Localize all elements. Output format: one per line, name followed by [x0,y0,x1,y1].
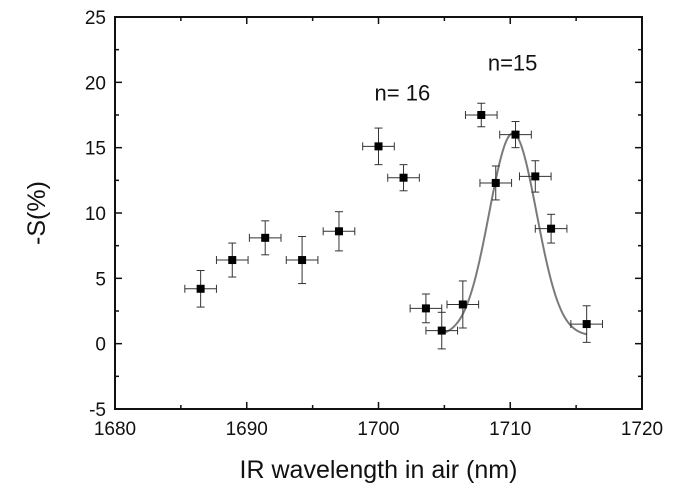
data-point [570,305,603,343]
data-point [184,269,217,308]
labels: IR wavelength in air (nm) -S(%) n= 16 n=… [23,51,537,484]
data-point [499,121,532,149]
y-tick-label: 10 [85,204,106,225]
point-marker [458,300,467,309]
data-point [518,160,552,193]
data-point [479,165,513,201]
y-tick-label: 25 [85,8,106,29]
x-tick-label: 1720 [621,419,663,440]
data-point [446,280,480,329]
data-point [285,236,319,285]
y-tick-label: 0 [95,335,106,356]
y-tick-label: -5 [89,400,106,421]
axes: 1680 1690 1700 1710 1720 -5 0 5 10 15 20 25 [85,8,663,440]
point-marker [196,284,205,293]
data-point [248,220,282,256]
plot-frame [114,16,643,410]
y-tick-label: 15 [85,139,106,160]
x-tick-label: 1680 [94,419,136,440]
point-marker [228,256,237,265]
point-marker [374,142,383,151]
point-marker [334,227,343,236]
data-point [362,127,395,166]
data-point [464,102,498,128]
annotation-n16: n= 16 [375,81,431,106]
data-point [409,293,443,324]
point-marker [437,326,446,335]
point-marker [399,173,408,182]
point-marker [477,111,486,119]
data-point [322,211,356,252]
annotation-n15: n=15 [488,51,538,76]
x-tick-label: 1700 [357,419,399,440]
data-point [387,164,420,192]
data-points [184,102,603,350]
point-marker [491,178,500,187]
y-tick-label: 20 [85,73,106,94]
point-marker [298,256,307,265]
x-axis-title: IR wavelength in air (nm) [240,456,518,484]
point-marker [261,233,270,242]
point-marker [421,304,430,313]
point-marker [511,130,520,139]
point-marker [531,172,540,181]
y-tick-label: 5 [95,269,106,290]
x-tick-label: 1690 [226,419,268,440]
data-point [425,311,459,350]
point-marker [582,320,591,329]
data-point [534,213,568,244]
data-point [215,242,249,278]
point-marker [547,224,556,233]
x-tick-label: 1710 [489,419,531,440]
y-axis-title: -S(%) [23,181,51,245]
